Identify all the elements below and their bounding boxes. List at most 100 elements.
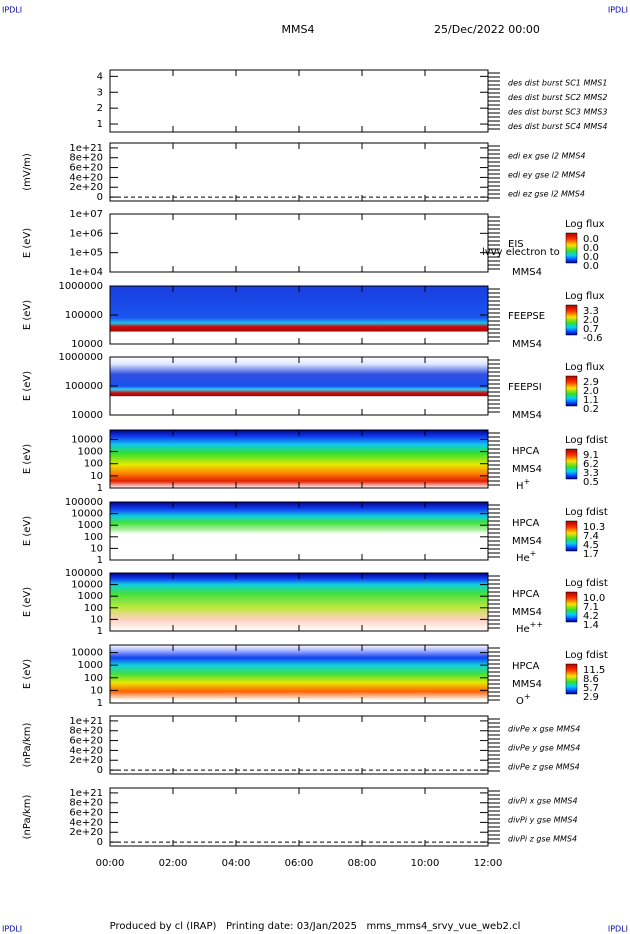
colorbar-tick-label: 0.0 [583, 252, 599, 263]
spacecraft-label: MMS4 [512, 679, 542, 690]
x-tick-label: 08:00 [348, 858, 377, 869]
y-tick-label: 1 [97, 119, 103, 130]
colorbar [565, 304, 578, 336]
species-label: H+ [516, 477, 530, 493]
legend-entry: des dist burst SC1 MMS1 [508, 79, 607, 88]
y-tick-label: 0 [97, 837, 103, 848]
y-tick-label: 1000 [78, 660, 103, 671]
instrument-label: EIS [508, 239, 524, 250]
species: He [516, 624, 530, 635]
colorbar-tick-label: 1.4 [583, 620, 599, 631]
colorbar-title: Log flux [565, 362, 605, 373]
y-tick-label: 100000 [65, 381, 103, 392]
colorbar-tick-label: 1.1 [583, 395, 599, 406]
spacecraft-label: MMS4 [512, 607, 542, 618]
y-tick-label: 10 [90, 614, 103, 625]
legend-entry: des dist burst SC3 MMS3 [508, 108, 607, 117]
spacecraft-label: MMS4 [512, 464, 542, 475]
panel-frame [109, 787, 489, 847]
y-tick-label: 100 [84, 603, 103, 614]
colorbar-tick-label: 2.0 [583, 386, 599, 397]
corner-label: IPDLI [2, 6, 22, 15]
colorbar-tick-label: 7.1 [583, 602, 599, 613]
colorbar-tick-label: 1.7 [583, 549, 599, 560]
legend-entry: divPi x gse MMS4 [508, 797, 578, 806]
spectrogram-image [110, 430, 488, 488]
species-charge: + [524, 477, 531, 486]
colorbar [565, 591, 578, 623]
colorbar-tick-label: 5.7 [583, 683, 599, 694]
species: O [516, 696, 524, 707]
spectrogram-image [110, 357, 488, 415]
colorbar-tick-label: 11.5 [583, 665, 605, 676]
y-tick-label: 100000 [65, 497, 103, 508]
colorbar-tick-label: 2.0 [583, 315, 599, 326]
footer: Produced by cl (IRAP) Printing date: 03/… [110, 921, 521, 932]
colorbar-tick-label: 0.2 [583, 404, 599, 415]
spacecraft-label: MMS4 [512, 410, 542, 421]
y-tick-label: 6e+20 [69, 163, 103, 174]
colorbar-tick-label: 0.0 [583, 234, 599, 245]
y-tick-label: 2e+20 [69, 755, 103, 766]
panel-frame [109, 213, 489, 273]
species-charge: + [530, 549, 537, 558]
colorbar-title: Log fdist [565, 435, 608, 446]
spectrogram-image [110, 573, 488, 631]
legend-entry: divPe x gse MMS4 [508, 725, 580, 734]
x-tick-label: 10:00 [411, 858, 440, 869]
y-tick-label: 1e+21 [69, 143, 103, 154]
spacecraft-label: MMS4 [512, 267, 542, 278]
y-axis-label: E (eV) [22, 444, 33, 474]
instrument-label: FEEPSE [508, 311, 545, 322]
legend-entry: divPi y gse MMS4 [508, 816, 578, 825]
legend-entry: divPi z gse MMS4 [508, 835, 577, 844]
colorbar-tick-label: 7.4 [583, 531, 599, 542]
y-tick-label: 10000 [71, 339, 103, 350]
y-tick-label: 6e+20 [69, 808, 103, 819]
y-tick-label: 2e+20 [69, 827, 103, 838]
y-tick-label: 2e+20 [69, 182, 103, 193]
y-tick-label: 2 [97, 103, 103, 114]
y-tick-label: 1000000 [58, 352, 103, 363]
colorbar [565, 663, 578, 695]
colorbar-tick-label: 0.5 [583, 477, 599, 488]
panel-frame [109, 69, 489, 133]
y-tick-label: 10 [90, 543, 103, 554]
colorbar-title: Log flux [565, 291, 605, 302]
y-tick-label: 4e+20 [69, 745, 103, 756]
y-tick-label: 10000 [71, 434, 103, 445]
species-label: He++ [516, 620, 543, 636]
y-tick-label: 1e+21 [69, 788, 103, 799]
spectrogram-image [110, 645, 488, 703]
y-tick-label: 10 [90, 471, 103, 482]
colorbar-title: Log fdist [565, 650, 608, 661]
y-tick-label: 8e+20 [69, 153, 103, 164]
spectrogram-image [110, 286, 488, 344]
x-tick-label: 06:00 [285, 858, 314, 869]
y-axis-label: E (eV) [22, 371, 33, 401]
y-tick-label: 8e+20 [69, 726, 103, 737]
colorbar-tick-label: 2.9 [583, 377, 599, 388]
y-tick-label: 0 [97, 192, 103, 203]
y-tick-label: 1 [97, 698, 103, 709]
y-tick-label: 1e+05 [69, 248, 103, 259]
colorbar-tick-label: 4.2 [583, 611, 599, 622]
legend-entry: divPe z gse MMS4 [508, 763, 580, 772]
species: H [516, 481, 524, 492]
y-tick-label: 1000 [78, 520, 103, 531]
y-tick-label: 100 [84, 673, 103, 684]
y-axis-label: E (eV) [22, 659, 33, 689]
colorbar-tick-label: 6.2 [583, 459, 599, 470]
colorbar-title: Log fdist [565, 578, 608, 589]
legend-entry: edi ex gse l2 MMS4 [508, 152, 586, 161]
y-tick-label: 10000 [71, 580, 103, 591]
x-tick-label: 00:00 [96, 858, 125, 869]
colorbar-title: Log fdist [565, 507, 608, 518]
panel-frame [109, 715, 489, 775]
x-tick-label: 02:00 [159, 858, 188, 869]
x-tick-label: 04:00 [222, 858, 251, 869]
legend-entry: edi ey gse l2 MMS4 [508, 171, 586, 180]
colorbar-tick-label: 8.6 [583, 674, 599, 685]
corner-label: IPDLI [608, 925, 628, 934]
